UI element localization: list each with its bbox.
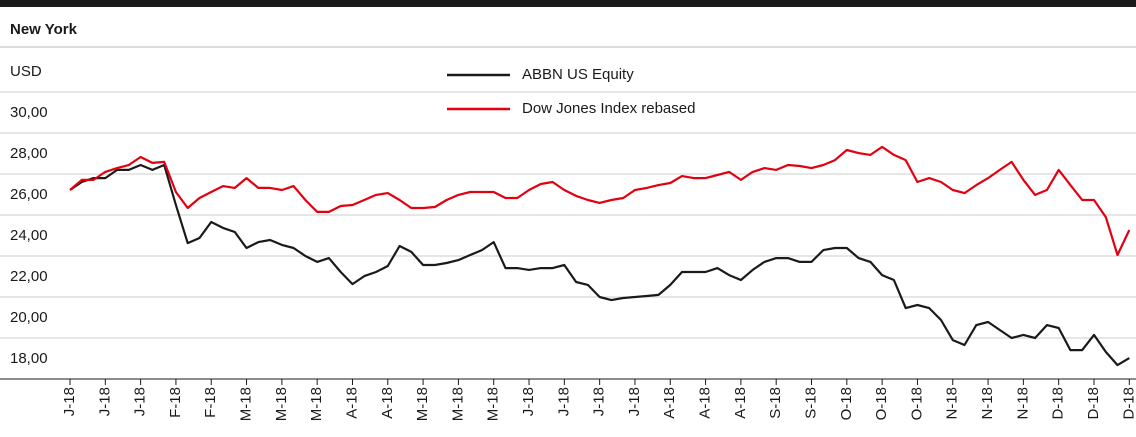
y-tick-label: 20,00 — [10, 309, 48, 326]
x-tick-label: A-18 — [379, 387, 396, 419]
y-axis-unit: USD — [10, 63, 42, 80]
x-tick-label: A-18 — [343, 387, 360, 419]
x-tick-label: J-18 — [555, 387, 572, 416]
legend-label: Dow Jones Index rebased — [522, 100, 695, 117]
x-tick-label: S-18 — [802, 387, 819, 419]
x-tick-label: M-18 — [414, 387, 431, 421]
x-tick-label: J-18 — [520, 387, 537, 416]
x-tick-label: D-18 — [1050, 387, 1067, 420]
x-tick-label: M-18 — [485, 387, 502, 421]
x-tick-label: J-18 — [132, 387, 149, 416]
x-tick-label: M-18 — [308, 387, 325, 421]
x-tick-label: A-18 — [697, 387, 714, 419]
x-tick-label: J-18 — [61, 387, 78, 416]
x-tick-label: J-18 — [591, 387, 608, 416]
x-tick-label: M-18 — [449, 387, 466, 421]
x-tick-label: N-18 — [944, 387, 961, 420]
x-tick-label: J-18 — [626, 387, 643, 416]
x-tick-label: F-18 — [202, 387, 219, 418]
x-tick-label: A-18 — [732, 387, 749, 419]
chart-title: New York — [10, 21, 78, 38]
x-tick-label: O-18 — [873, 387, 890, 420]
x-tick-label: O-18 — [838, 387, 855, 420]
top-bar — [0, 0, 1136, 7]
series-line — [69, 163, 1130, 367]
y-tick-label: 18,00 — [10, 350, 48, 367]
x-tick-label: D-18 — [1085, 387, 1102, 420]
y-tick-label: 24,00 — [10, 227, 48, 244]
y-tick-label: 22,00 — [10, 268, 48, 285]
x-tick-label: J-18 — [96, 387, 113, 416]
x-tick-label: F-18 — [167, 387, 184, 418]
y-tick-label: 26,00 — [10, 186, 48, 203]
y-tick-label: 30,00 — [10, 104, 48, 121]
legend-label: ABBN US Equity — [522, 66, 634, 83]
x-tick-label: N-18 — [979, 387, 996, 420]
x-tick-label: D-18 — [1120, 387, 1136, 420]
series-line — [69, 145, 1131, 257]
x-tick-label: A-18 — [661, 387, 678, 419]
x-tick-label: O-18 — [908, 387, 925, 420]
x-tick-label: S-18 — [767, 387, 784, 419]
x-tick-label: M-18 — [238, 387, 255, 421]
x-tick-label: N-18 — [1014, 387, 1031, 420]
x-tick-label: M-18 — [273, 387, 290, 421]
y-tick-label: 28,00 — [10, 145, 48, 162]
